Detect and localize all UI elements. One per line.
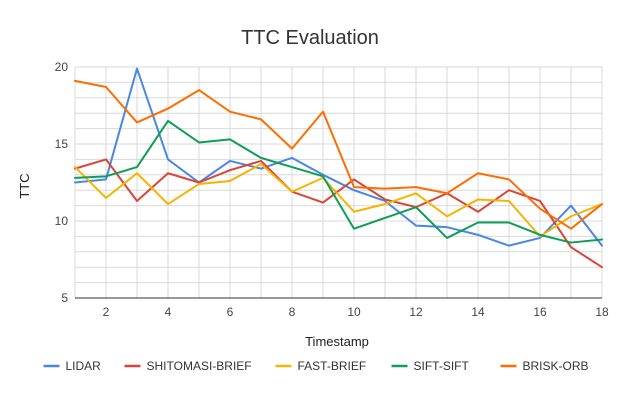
legend: LIDAR SHITOMASI-BRIEF FAST-BRIEF SIFT-SIFT B… [43,359,589,373]
grid [74,66,603,299]
series-line-shitomasi-brief [74,158,603,269]
x-tick-label: 8 [289,305,296,319]
y-tick-label: 10 [55,214,69,228]
axes: 5 10 15 20 2 4 6 8 10 12 14 16 18 [55,60,609,319]
series-line-fast-brief [74,163,603,238]
legend-label: LIDAR [66,359,102,373]
chart-title: TTC Evaluation [241,27,379,49]
legend-label: FAST-BRIEF [298,359,367,373]
y-tick-label: 20 [55,60,69,74]
x-tick-label: 12 [409,305,423,319]
legend-label: SHITOMASI-BRIEF [147,359,252,373]
series-line-brisk-orb [74,79,603,230]
y-tick-label: 5 [61,291,68,305]
series-line-sift-sift [74,119,603,244]
x-tick-label: 2 [103,305,110,319]
x-tick-label: 10 [347,305,361,319]
x-tick-label: 4 [165,305,172,319]
x-axis-title: Timestamp [305,334,369,349]
x-tick-label: 16 [533,305,547,319]
x-tick-label: 18 [595,305,609,319]
series-lines [74,67,603,269]
series-line-lidar [74,67,603,247]
legend-label: SIFT-SIFT [414,359,470,373]
x-tick-label: 14 [471,305,485,319]
x-tick-label: 6 [227,305,234,319]
y-tick-label: 15 [55,137,69,151]
legend-label: BRISK-ORB [523,359,589,373]
y-axis-title: TTC [17,173,32,198]
